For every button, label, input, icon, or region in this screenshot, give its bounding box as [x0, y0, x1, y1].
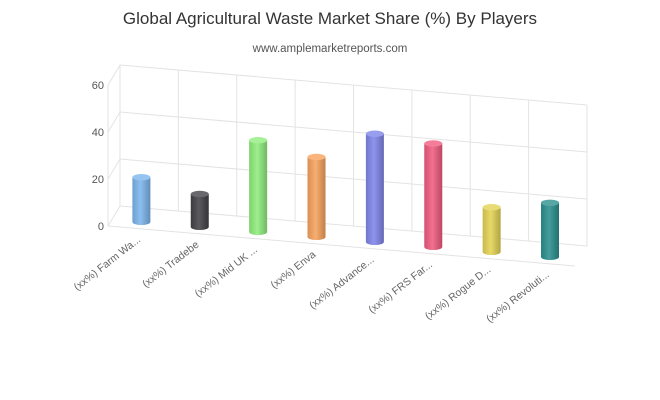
bar-body — [541, 202, 560, 261]
bar — [541, 199, 560, 261]
bar-body — [307, 156, 326, 241]
bar — [307, 153, 326, 241]
bar-body — [249, 140, 268, 236]
gridline — [107, 158, 588, 200]
x-tick-label: (xx%) Revoluti... — [484, 269, 552, 326]
x-tick-label: (xx%) Advance... — [307, 254, 376, 312]
x-tick-label: (xx%) Enva — [268, 249, 318, 292]
bar-top — [307, 153, 326, 161]
y-tick-label: 0 — [98, 221, 104, 233]
y-tick-label: 60 — [92, 80, 104, 92]
bar — [249, 137, 268, 236]
bar-top — [424, 140, 443, 147]
bar-body — [132, 177, 151, 226]
bar — [365, 130, 384, 246]
x-tick-label: (xx%) Farm Wa... — [72, 234, 143, 293]
chart-subtitle: www.amplemarketreports.com — [252, 43, 408, 55]
x-tick-label: (xx%) FRS Far... — [366, 259, 435, 316]
bar — [190, 190, 209, 231]
bar-body — [190, 193, 209, 231]
bar-top — [249, 137, 268, 144]
bar-top — [541, 199, 560, 207]
x-tick-label: (xx%) Mid UK ... — [193, 244, 260, 300]
bar — [132, 174, 151, 226]
bar-top — [482, 204, 501, 211]
bar — [482, 204, 501, 256]
bar-body — [424, 143, 443, 251]
x-axis: (xx%) Farm Wa...(xx%) Tradebe(xx%) Mid U… — [72, 234, 552, 326]
bar-top — [365, 130, 384, 137]
y-tick-label: 40 — [92, 127, 104, 139]
y-axis: 0 20 40 60 — [92, 80, 104, 233]
y-tick-label: 20 — [92, 174, 104, 186]
grid — [107, 64, 588, 267]
chart-title: Global Agricultural Waste Market Share (… — [123, 9, 537, 28]
bar-top — [132, 174, 151, 181]
gridline — [107, 205, 588, 247]
floor-edge — [107, 225, 576, 267]
gridline — [107, 64, 588, 106]
bar — [424, 140, 443, 251]
gridline — [107, 111, 588, 153]
bar-body — [365, 133, 384, 246]
x-tick-label: (xx%) Tradebe — [140, 239, 201, 291]
bar-body — [482, 207, 501, 256]
bars — [132, 130, 560, 261]
bar-top — [190, 190, 209, 198]
x-tick-label: (xx%) Rogue D... — [423, 264, 493, 323]
